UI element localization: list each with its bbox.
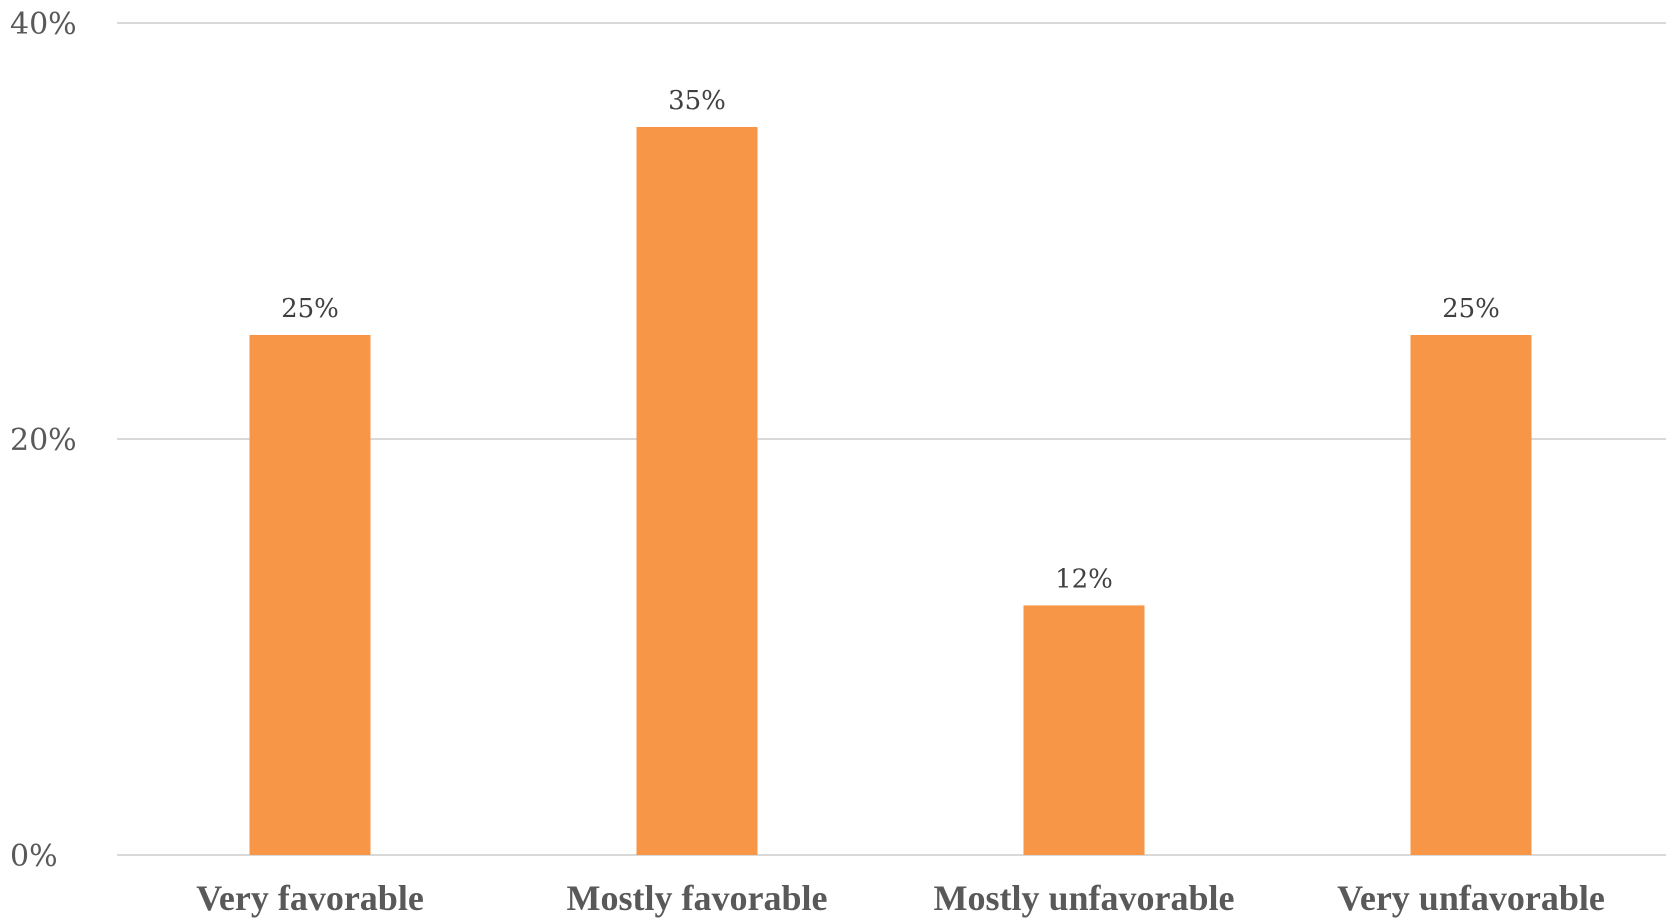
y-tick-label: 20% bbox=[10, 423, 77, 458]
data-label: 35% bbox=[668, 86, 726, 116]
category-label: Mostly unfavorable bbox=[934, 878, 1235, 918]
category-label: Very unfavorable bbox=[1337, 878, 1605, 918]
category-label: Very favorable bbox=[196, 878, 424, 918]
category-label: Mostly favorable bbox=[567, 878, 828, 918]
y-tick-label: 40% bbox=[10, 7, 77, 42]
category-labels: Very favorable Mostly favorable Mostly unf… bbox=[196, 878, 1605, 918]
bars bbox=[249, 127, 1532, 855]
data-labels: 25% 35% 12% 25% bbox=[281, 86, 1500, 594]
bar bbox=[636, 127, 758, 855]
bar bbox=[249, 335, 371, 855]
gridlines bbox=[117, 22, 1666, 856]
data-label: 12% bbox=[1055, 564, 1113, 594]
bar bbox=[1023, 605, 1145, 855]
data-label: 25% bbox=[281, 294, 339, 324]
y-tick-label: 0% bbox=[10, 839, 58, 874]
data-label: 25% bbox=[1442, 294, 1500, 324]
bar bbox=[1410, 335, 1532, 855]
y-axis-ticks: 0% 20% 40% bbox=[10, 7, 77, 874]
